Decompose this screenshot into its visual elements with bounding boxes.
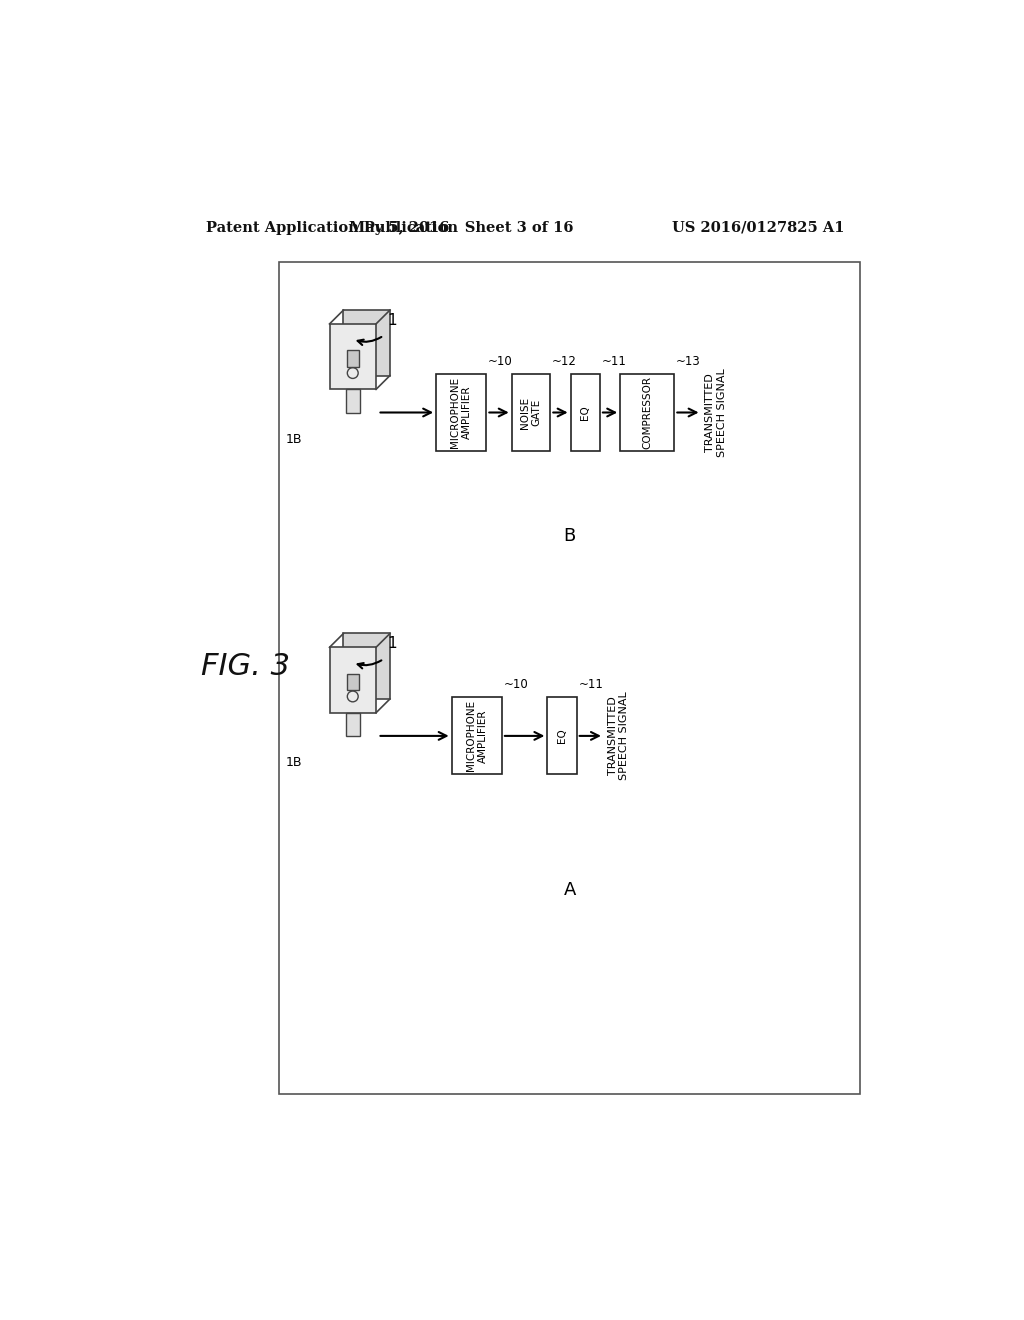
Bar [570, 374, 600, 451]
Text: US 2016/0127825 A1: US 2016/0127825 A1 [672, 220, 844, 235]
Bar [512, 374, 550, 451]
Text: NOISE
GATE: NOISE GATE [520, 396, 542, 429]
Text: ~10: ~10 [488, 355, 513, 368]
Bar [330, 323, 376, 389]
Text: TRANSMITTED
SPEECH SIGNAL: TRANSMITTED SPEECH SIGNAL [607, 692, 630, 780]
Bar [346, 389, 359, 413]
Bar [343, 310, 390, 375]
Text: 1B: 1B [286, 756, 302, 770]
Bar [436, 374, 486, 451]
Bar [621, 374, 675, 451]
Text: EQ: EQ [581, 405, 590, 420]
Text: ~10: ~10 [504, 678, 528, 692]
Bar [280, 263, 860, 1094]
Bar [343, 634, 390, 700]
Text: COMPRESSOR: COMPRESSOR [642, 376, 652, 449]
Text: 1: 1 [388, 313, 397, 327]
Text: B: B [563, 527, 575, 545]
Bar [330, 647, 376, 713]
Text: ~13: ~13 [676, 355, 700, 368]
Bar [347, 673, 358, 690]
Bar [452, 697, 502, 775]
Text: MICROPHONE
AMPLIFIER: MICROPHONE AMPLIFIER [466, 701, 487, 771]
Bar [346, 713, 359, 737]
Bar [547, 697, 577, 775]
Text: 1: 1 [388, 636, 397, 651]
Bar [347, 350, 358, 367]
Text: Patent Application Publication: Patent Application Publication [206, 220, 458, 235]
Text: TRANSMITTED
SPEECH SIGNAL: TRANSMITTED SPEECH SIGNAL [706, 368, 727, 457]
Text: ~11: ~11 [579, 678, 603, 692]
Text: A: A [563, 880, 575, 899]
Text: FIG. 3: FIG. 3 [202, 652, 290, 681]
Text: 1B: 1B [286, 433, 302, 446]
Text: ~11: ~11 [601, 355, 627, 368]
Text: MICROPHONE
AMPLIFIER: MICROPHONE AMPLIFIER [451, 378, 472, 447]
Text: May 5, 2016   Sheet 3 of 16: May 5, 2016 Sheet 3 of 16 [349, 220, 573, 235]
Text: ~12: ~12 [552, 355, 577, 368]
Text: EQ: EQ [557, 729, 567, 743]
